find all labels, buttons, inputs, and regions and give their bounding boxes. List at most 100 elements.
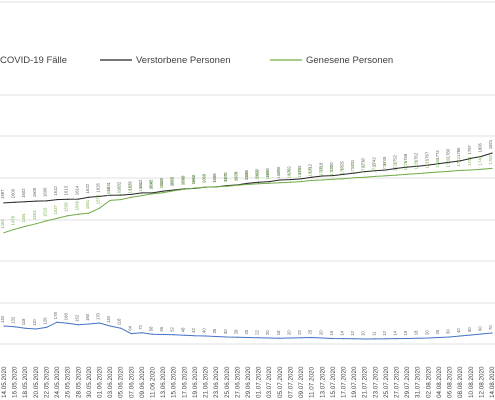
data-point [258, 181, 260, 183]
data-point [215, 335, 217, 338]
data-point [3, 202, 5, 204]
data-label: 1614 [74, 185, 79, 195]
data-point [385, 338, 387, 340]
x-tick-label: 27.07.2020 [394, 366, 401, 398]
data-label: 60 [477, 326, 482, 331]
data-label: 1675 [223, 172, 228, 182]
x-tick-label: 19.06.2020 [192, 366, 199, 398]
data-label: 1718 [318, 162, 323, 172]
data-label: 1631 [106, 181, 111, 191]
data-point [14, 326, 16, 328]
x-tick-label: 09.06.2020 [139, 366, 146, 398]
data-label: 1700 [276, 166, 281, 176]
data-label: 1712 [361, 163, 366, 173]
data-point [385, 175, 387, 177]
data-point [289, 337, 292, 339]
data-point [204, 186, 207, 188]
data-point [67, 215, 69, 217]
data-label: 1758 [403, 153, 408, 163]
data-label: 1745 [382, 156, 387, 166]
data-point [120, 194, 122, 196]
data-label: 1503 [32, 210, 37, 220]
data-point [247, 336, 249, 339]
data-point [321, 337, 323, 339]
data-label: 1463 [0, 219, 5, 229]
x-tick-label: 05.06.2020 [118, 366, 125, 398]
data-point [374, 175, 376, 178]
x-tick-label: 17.06.2020 [181, 366, 188, 398]
x-tick-label: 29.07.2020 [404, 366, 411, 398]
data-point [480, 155, 482, 158]
data-point [279, 182, 281, 184]
data-point [332, 178, 334, 180]
data-point [45, 220, 48, 222]
data-point [56, 198, 58, 201]
data-label: 1600 [11, 188, 16, 198]
data-point [77, 213, 79, 215]
data-point [300, 178, 302, 180]
data-point [438, 171, 440, 173]
data-label: 1668 [202, 173, 207, 183]
data-label: 20 [286, 330, 291, 335]
data-label: 1729 [414, 160, 419, 170]
data-point [24, 327, 26, 329]
data-point [480, 168, 482, 170]
data-label: 1676 [233, 171, 238, 181]
data-label: 1672 [223, 172, 228, 182]
data-point [353, 177, 355, 179]
data-label: 1622 [127, 183, 132, 193]
data-point [364, 176, 366, 178]
data-label: 1622 [85, 183, 90, 193]
data-label: 1742 [371, 157, 376, 167]
data-label: 48 [180, 327, 185, 332]
data-label: 64 [127, 325, 132, 330]
legend: COVID-19 Fälle Verstorbene Personen Genese… [0, 55, 393, 66]
data-point [321, 175, 323, 177]
data-label: 1712 [308, 163, 313, 173]
data-label: 1638 [149, 180, 154, 190]
data-point [395, 167, 398, 170]
data-point [332, 337, 334, 340]
x-tick-label: 24.05.2020 [54, 366, 61, 398]
data-label: 1664 [191, 174, 196, 184]
data-label: 20 [318, 330, 323, 335]
data-label: 1491 [21, 212, 26, 222]
data-label: 1752 [393, 154, 398, 164]
x-tick-label: 18.05.2020 [22, 366, 29, 398]
x-tick-label: 01.07.2020 [256, 366, 263, 398]
data-label: 30 [446, 329, 451, 334]
data-point [120, 198, 122, 201]
data-point [183, 188, 185, 190]
data-label: 1652 [170, 177, 175, 187]
data-point [385, 169, 387, 171]
data-label: 1632 [117, 181, 122, 191]
data-point [194, 187, 196, 189]
data-point [120, 327, 122, 329]
data-point [459, 335, 461, 337]
data-point [364, 170, 366, 173]
data-point [258, 183, 260, 185]
data-label: 1527 [53, 204, 58, 214]
data-label: 1662 [191, 174, 196, 184]
x-tick-label: 25.07.2020 [383, 366, 390, 398]
data-label: 1690 [255, 168, 260, 178]
x-tick-label: 04.08.2020 [436, 366, 443, 398]
data-label: 1716 [371, 162, 376, 172]
data-point [427, 164, 429, 166]
data-point [470, 334, 472, 336]
data-label: 1690 [286, 168, 291, 178]
data-point [321, 179, 323, 181]
data-label: 40 [456, 328, 461, 333]
data-label: 1608 [106, 186, 111, 196]
data-point [141, 194, 143, 197]
data-label: 170 [95, 312, 100, 320]
data-point [311, 336, 313, 339]
data-point [151, 193, 154, 195]
data-point [268, 182, 270, 184]
data-label: 72 [138, 324, 143, 329]
data-point [151, 333, 154, 335]
x-tick-label: 03.07.2020 [266, 366, 273, 398]
data-point [258, 337, 260, 339]
data-point [141, 332, 143, 334]
